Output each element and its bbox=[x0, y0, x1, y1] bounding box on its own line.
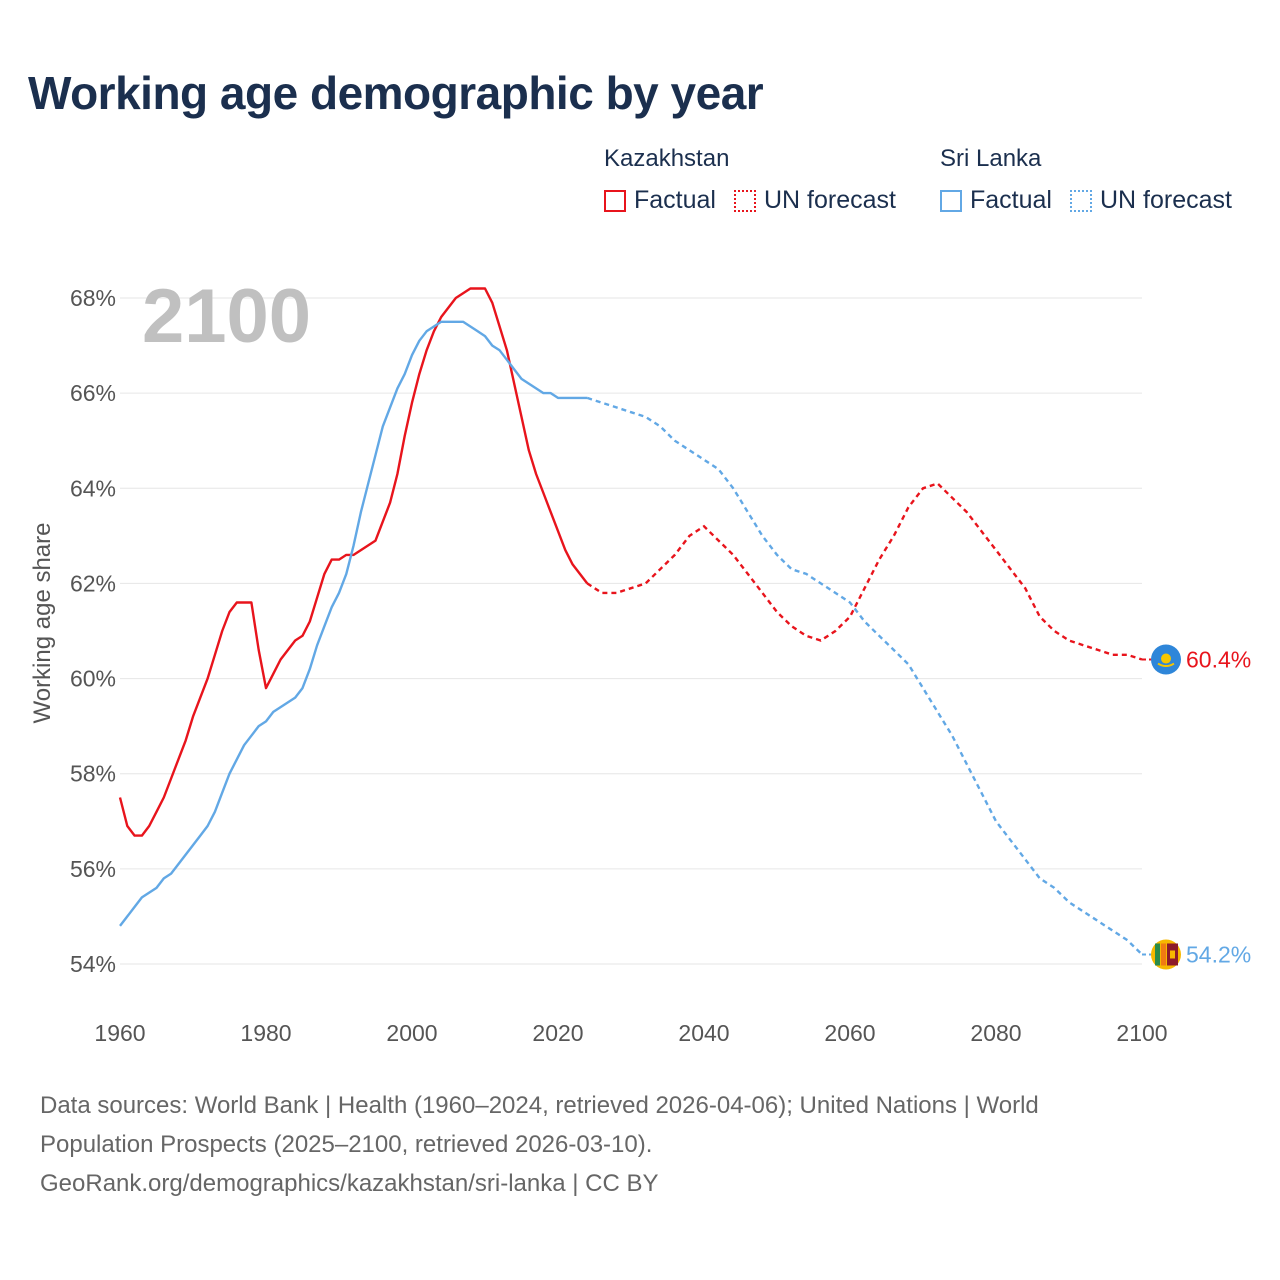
legend-solid-swatch-icon bbox=[940, 189, 962, 212]
legend-forecast-label: UN forecast bbox=[763, 186, 896, 214]
x-tick-label: 2000 bbox=[386, 1020, 437, 1046]
y-tick-label: 68% bbox=[70, 285, 116, 311]
y-tick-label: 58% bbox=[70, 761, 116, 787]
sri-lanka-flag-icon bbox=[1151, 939, 1181, 970]
flag-eagle bbox=[1157, 662, 1175, 668]
kazakhstan-end-value-label: 60.4% bbox=[1186, 647, 1251, 673]
y-tick-label: 64% bbox=[70, 475, 116, 501]
y-tick-label: 56% bbox=[70, 856, 116, 882]
y-tick-label: 54% bbox=[70, 951, 116, 977]
end-markers: 60.4% 54.2% bbox=[1142, 644, 1251, 970]
line-chart: 2100 54% 56% 58% 60% 62% 64% 66% 68% 1960 1980 20… bbox=[29, 274, 1251, 1046]
sri-lanka-factual-line bbox=[119, 320, 588, 927]
legend-dotted-swatch-icon bbox=[1069, 189, 1092, 212]
legend-kazakhstan: Kazakhstan Factual UN forecast bbox=[604, 144, 914, 215]
legend-forecast-item[interactable]: UN forecast bbox=[733, 186, 896, 215]
x-tick-label: 2060 bbox=[824, 1020, 875, 1046]
x-tick-label: 2080 bbox=[970, 1020, 1021, 1046]
legend-factual-item[interactable]: Factual bbox=[604, 186, 716, 215]
kazakhstan-forecast-line bbox=[586, 482, 1143, 661]
flag-sun bbox=[1161, 653, 1171, 664]
chart-grid bbox=[120, 297, 1142, 965]
kazakhstan-factual-line bbox=[118, 287, 589, 837]
y-tick-label: 60% bbox=[70, 666, 116, 692]
legend-sri-lanka: Sri Lanka Factual UN forecast bbox=[940, 144, 1250, 215]
x-axis: 1960 1980 2000 2020 2040 2060 2080 2100 bbox=[94, 1020, 1167, 1046]
data-sources: Data sources: World Bank | Health (1960–… bbox=[40, 1086, 1240, 1203]
legend-factual-label: Factual bbox=[634, 186, 716, 214]
x-tick-label: 1960 bbox=[94, 1020, 145, 1046]
legend-factual-label: Factual bbox=[970, 186, 1052, 214]
sri-lanka-forecast-line bbox=[586, 396, 1143, 956]
kazakhstan-flag-icon bbox=[1151, 644, 1181, 675]
sources-line-1: Data sources: World Bank | Health (1960–… bbox=[40, 1092, 1039, 1119]
flag-lion bbox=[1170, 950, 1175, 959]
legend-dotted-swatch-icon bbox=[733, 189, 756, 212]
x-tick-label: 1980 bbox=[240, 1020, 291, 1046]
series-lines bbox=[118, 287, 1143, 956]
legend-factual-item[interactable]: Factual bbox=[940, 186, 1052, 215]
sources-line-2: Population Prospects (2025–2100, retriev… bbox=[40, 1131, 653, 1158]
y-tick-label: 66% bbox=[70, 380, 116, 406]
y-axis: 54% 56% 58% 60% 62% 64% 66% 68% bbox=[70, 285, 116, 977]
x-tick-label: 2040 bbox=[678, 1020, 729, 1046]
legend-country-name: Kazakhstan bbox=[604, 145, 730, 172]
chart-title: Working age demographic by year bbox=[28, 67, 764, 119]
flag-orange-stripe bbox=[1161, 943, 1166, 966]
legend-country-name: Sri Lanka bbox=[940, 145, 1042, 172]
y-axis-label: Working age share bbox=[29, 523, 56, 724]
y-tick-label: 62% bbox=[70, 570, 116, 596]
legend-forecast-label: UN forecast bbox=[1099, 186, 1232, 214]
legend-forecast-item[interactable]: UN forecast bbox=[1069, 186, 1232, 215]
sri-lanka-end-value-label: 54.2% bbox=[1186, 941, 1251, 967]
year-watermark: 2100 bbox=[142, 274, 311, 359]
flag-green-stripe bbox=[1155, 943, 1160, 966]
x-tick-label: 2020 bbox=[532, 1020, 583, 1046]
x-tick-label: 2100 bbox=[1116, 1020, 1167, 1046]
sources-line-3: GeoRank.org/demographics/kazakhstan/sri-… bbox=[40, 1170, 659, 1197]
legend-solid-swatch-icon bbox=[604, 189, 626, 212]
